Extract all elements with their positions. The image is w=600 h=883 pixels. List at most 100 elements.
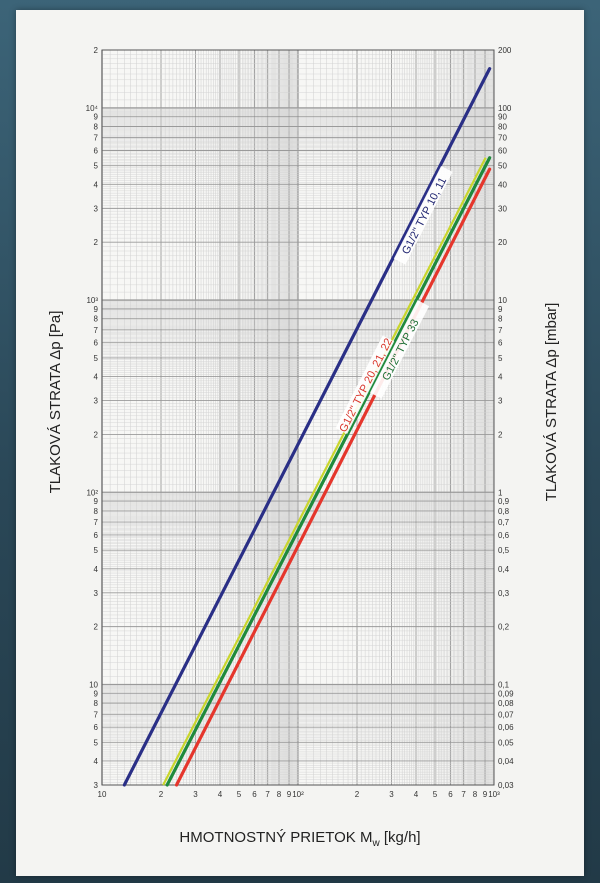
y-tick-label-right: 0,6 bbox=[498, 531, 510, 540]
y-tick-label-right: 0,07 bbox=[498, 710, 514, 719]
pressure-loss-chart: 10 2 3 4 5 6 7 8 9 10² 2 3 4 5 6 7 8 9 10³3456789102345678… bbox=[47, 46, 560, 849]
y-tick-label-left: 8 bbox=[94, 699, 99, 708]
x-tick-label: 5 bbox=[237, 790, 242, 799]
series-line bbox=[165, 156, 492, 787]
x-tick-label: 7 bbox=[265, 790, 270, 799]
y-tick-label-left: 3 bbox=[94, 204, 99, 213]
series-line bbox=[174, 167, 492, 787]
y-tick-label-right: 0,7 bbox=[498, 518, 510, 527]
x-tick-label: 5 bbox=[433, 790, 438, 799]
x-tick-label: 10 bbox=[98, 790, 107, 799]
y-tick-label-right: 8 bbox=[498, 315, 503, 324]
y-tick-label-right: 60 bbox=[498, 147, 507, 156]
series-label-background bbox=[393, 166, 453, 265]
y-tick-label-left: 2 bbox=[94, 46, 99, 55]
y-tick-label-right: 0,8 bbox=[498, 507, 510, 516]
y-tick-label-right: 80 bbox=[498, 122, 507, 131]
y-tick-label-right: 2 bbox=[498, 430, 503, 439]
series-line-companion bbox=[162, 157, 487, 786]
x-tick-label: 2 bbox=[159, 790, 164, 799]
y-tick-label-left: 9 bbox=[94, 113, 99, 122]
x-tick-label: 9 bbox=[483, 790, 488, 799]
x-axis-title-unit: [kg/h] bbox=[380, 829, 421, 846]
x-axis-title-main: HMOTNOSTNÝ PRIETOK M bbox=[179, 829, 372, 846]
y-tick-label-left: 6 bbox=[94, 339, 99, 348]
x-tick-label: 7 bbox=[461, 790, 466, 799]
y-tick-label-right: 9 bbox=[498, 305, 503, 314]
x-tick-label: 8 bbox=[277, 790, 282, 799]
y-tick-label-right: 0,03 bbox=[498, 781, 514, 790]
y-tick-label-right: 0,3 bbox=[498, 589, 510, 598]
y-tick-label-right: 3 bbox=[498, 397, 503, 406]
y-tick-label-left: 4 bbox=[94, 373, 99, 382]
y-tick-label-left: 6 bbox=[94, 147, 99, 156]
y-tick-label-right: 70 bbox=[498, 134, 507, 143]
y-tick-label-left: 7 bbox=[94, 710, 99, 719]
x-tick-label: 10² bbox=[292, 790, 304, 799]
y-tick-label-right: 6 bbox=[498, 339, 503, 348]
y-tick-label-right: 0,5 bbox=[498, 546, 510, 555]
y-tick-label-left: 5 bbox=[94, 354, 99, 363]
plot-border bbox=[101, 49, 495, 786]
x-tick-label: 10³ bbox=[488, 790, 500, 799]
y-axis-left-title: TLAKOVÁ STRATA Δp [Pa] bbox=[47, 311, 64, 494]
y-tick-label-left: 4 bbox=[94, 757, 99, 766]
y-tick-label-left: 8 bbox=[94, 122, 99, 131]
y-tick-label-right: 0,08 bbox=[498, 699, 514, 708]
y-tick-label-right: 7 bbox=[498, 326, 503, 335]
y-tick-label-right: 200 bbox=[498, 46, 512, 55]
series-label-background bbox=[370, 300, 430, 399]
y-tick-label-right: 0,09 bbox=[498, 689, 514, 698]
y-tick-label-left: 9 bbox=[94, 305, 99, 314]
series-lines bbox=[122, 67, 492, 787]
y-tick-label-right: 0,04 bbox=[498, 757, 514, 766]
y-tick-label-left: 5 bbox=[94, 738, 99, 747]
y-tick-label-left: 4 bbox=[94, 180, 99, 189]
y-tick-label-left: 7 bbox=[94, 518, 99, 527]
tick-labels: 10 2 3 4 5 6 7 8 9 10² 2 3 4 5 6 7 8 9 10³3456789102345678… bbox=[86, 46, 514, 799]
y-tick-label-right: 40 bbox=[498, 180, 507, 189]
x-tick-label: 3 bbox=[389, 790, 394, 799]
x-tick-label: 6 bbox=[252, 790, 257, 799]
y-tick-label-right: 0,06 bbox=[498, 723, 514, 732]
x-axis-title-subscript: w bbox=[371, 838, 380, 849]
y-tick-label-right: 1 bbox=[498, 488, 503, 497]
y-axis-right-title: TLAKOVÁ STRATA Δp [mbar] bbox=[543, 303, 560, 502]
x-tick-label: 2 bbox=[355, 790, 360, 799]
y-tick-label-left: 8 bbox=[94, 507, 99, 516]
y-tick-label-left: 7 bbox=[94, 326, 99, 335]
x-tick-label: 4 bbox=[218, 790, 223, 799]
y-tick-label-right: 90 bbox=[498, 113, 507, 122]
y-tick-label-left: 10² bbox=[86, 488, 98, 497]
y-tick-label-left: 2 bbox=[94, 623, 99, 632]
x-tick-label: 6 bbox=[448, 790, 453, 799]
grid bbox=[101, 49, 494, 786]
y-tick-label-right: 0,2 bbox=[498, 623, 510, 632]
y-tick-label-right: 0,4 bbox=[498, 565, 510, 574]
y-tick-label-right: 0,9 bbox=[498, 497, 510, 506]
y-tick-label-left: 3 bbox=[94, 781, 99, 790]
y-tick-label-left: 10 bbox=[89, 680, 98, 689]
y-tick-label-left: 5 bbox=[94, 162, 99, 171]
y-tick-label-left: 5 bbox=[94, 546, 99, 555]
y-tick-label-right: 0,1 bbox=[498, 680, 510, 689]
y-tick-label-right: 20 bbox=[498, 238, 507, 247]
chart-panel: 10 2 3 4 5 6 7 8 9 10² 2 3 4 5 6 7 8 9 10³ 3 4 5 6 7 8 9 10 2 3 4 5 6 7 8… bbox=[16, 10, 584, 876]
y-tick-label-right: 10 bbox=[498, 296, 507, 305]
y-tick-label-left: 10³ bbox=[86, 296, 98, 305]
y-tick-label-left: 6 bbox=[94, 531, 99, 540]
y-tick-label-left: 9 bbox=[94, 689, 99, 698]
y-tick-label-right: 4 bbox=[498, 373, 503, 382]
y-tick-label-right: 5 bbox=[498, 354, 503, 363]
y-tick-label-left: 3 bbox=[94, 397, 99, 406]
y-tick-label-left: 6 bbox=[94, 723, 99, 732]
y-tick-label-right: 30 bbox=[498, 204, 507, 213]
x-axis-title: HMOTNOSTNÝ PRIETOK Mw [kg/h] bbox=[179, 829, 420, 849]
y-tick-label-right: 50 bbox=[498, 162, 507, 171]
y-tick-label-left: 2 bbox=[94, 430, 99, 439]
y-tick-label-left: 7 bbox=[94, 134, 99, 143]
y-tick-label-left: 2 bbox=[94, 238, 99, 247]
x-tick-label: 4 bbox=[414, 790, 419, 799]
x-tick-label: 8 bbox=[473, 790, 478, 799]
